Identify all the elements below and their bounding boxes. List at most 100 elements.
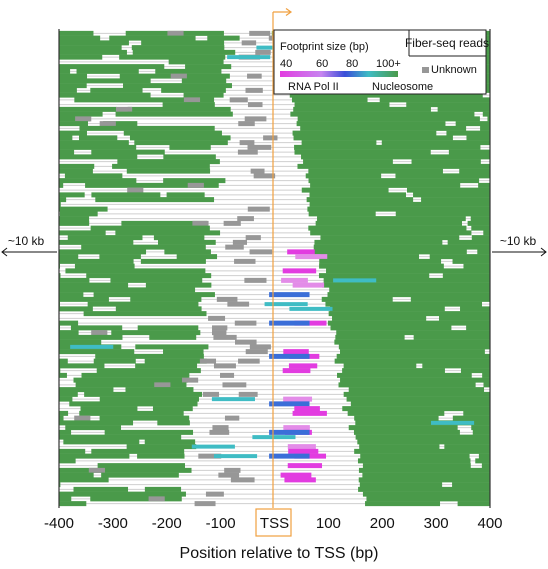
nucleosome-footprint — [381, 140, 490, 146]
nucleosome-footprint — [477, 249, 490, 255]
nucleosome-footprint — [59, 83, 87, 89]
nucleosome-footprint — [123, 130, 222, 136]
nucleosome-footprint — [185, 64, 232, 70]
nucleosome-footprint — [74, 263, 135, 269]
pol2-footprint — [287, 463, 323, 469]
nucleosome-footprint — [162, 102, 215, 108]
x-tick-label: -300 — [98, 515, 128, 532]
nucleosome-footprint — [395, 173, 490, 179]
unknown-footprint — [255, 49, 271, 55]
nucleosome-label: Nucleosome — [372, 81, 433, 93]
unknown-footprint — [239, 140, 255, 146]
nucleosome-footprint — [123, 83, 232, 89]
nucleosome-footprint — [134, 140, 228, 146]
nucleosome-footprint — [297, 163, 490, 169]
nucleosome-footprint — [330, 325, 452, 331]
nucleosome-footprint — [59, 368, 61, 374]
nucleosome-footprint — [59, 130, 87, 136]
nucleosome-footprint — [93, 292, 215, 298]
nucleosome-footprint — [411, 159, 481, 165]
unknown-footprint — [99, 121, 116, 127]
nucleosome-footprint — [315, 220, 462, 226]
nucleosome-footprint — [59, 249, 147, 255]
nucleosome-footprint — [115, 111, 233, 117]
unknown-footprint — [229, 97, 248, 103]
nucleosome-footprint — [169, 144, 211, 150]
unknown-footprint — [263, 135, 278, 141]
unknown-footprint — [234, 258, 256, 264]
nucleosome-footprint — [93, 358, 136, 364]
nucleosome-footprint — [467, 220, 490, 226]
nucleosome-footprint — [59, 192, 85, 198]
nucleosome-footprint — [301, 154, 490, 160]
nucleosome-footprint — [73, 486, 129, 492]
nucleosome-footprint — [59, 306, 93, 312]
nucleosome-footprint — [359, 444, 440, 450]
unknown-footprint — [202, 391, 220, 397]
nucleosome-footprint — [366, 496, 490, 502]
nucleosome-footprint — [325, 301, 483, 307]
nucleosome-footprint — [59, 330, 79, 336]
nucleosome-footprint — [144, 486, 182, 492]
pol2-footprint — [294, 320, 327, 326]
nucleosome-footprint — [103, 121, 138, 127]
nucleosome-footprint — [355, 420, 490, 426]
unknown-footprint — [247, 144, 272, 150]
nucleosome-footprint — [358, 486, 490, 492]
nucleosome-footprint — [448, 149, 490, 155]
nucleosome-footprint — [90, 225, 210, 231]
unknown-footprint — [245, 235, 261, 241]
nucleosome-footprint — [59, 49, 127, 55]
nucleosome-footprint — [470, 216, 490, 222]
nucleosome-footprint — [362, 463, 471, 469]
unknown-footprint — [199, 358, 217, 364]
nucleosome-footprint — [59, 334, 123, 340]
nucleosome-footprint — [96, 368, 201, 374]
nucleosome-footprint — [65, 425, 122, 431]
legend: Fiber-seq reads Footprint size (bp) 40 6… — [273, 29, 489, 95]
nucleosome-footprint — [466, 325, 490, 331]
nucleosome-footprint — [395, 211, 490, 217]
unknown-footprint — [148, 496, 165, 502]
nucleosome-footprint — [321, 296, 393, 302]
unknown-footprint — [212, 325, 228, 331]
nucleosome-footprint — [342, 368, 445, 374]
unknown-footprint — [218, 472, 240, 478]
nucleosome-footprint — [145, 282, 212, 288]
nucleosome-footprint — [135, 344, 209, 350]
nucleosome-footprint — [95, 197, 215, 203]
nucleosome-footprint — [337, 372, 472, 378]
nucleosome-footprint — [59, 78, 151, 84]
nucleosome-footprint — [439, 315, 490, 321]
nucleosome-footprint — [317, 216, 466, 222]
nucleosome-footprint — [290, 111, 475, 117]
nucleosome-footprint — [59, 211, 98, 217]
nucleosome-footprint — [79, 135, 118, 141]
nucleosome-footprint — [59, 501, 87, 507]
nucleosome-footprint — [59, 491, 186, 497]
unknown-footprint — [170, 73, 187, 79]
nucleosome-footprint — [463, 410, 490, 416]
nucleosome-footprint — [327, 292, 490, 298]
nucleosome-footprint — [481, 463, 490, 469]
scale-tick-40: 40 — [280, 58, 292, 70]
unknown-footprint — [244, 277, 267, 283]
nucleosome-footprint — [140, 258, 206, 264]
nucleosome-footprint — [155, 68, 222, 74]
nucleosome-footprint — [308, 168, 443, 174]
nucleosome-footprint — [109, 35, 196, 41]
nucleosome-footprint — [73, 377, 189, 383]
nucleosome-footprint — [99, 254, 141, 260]
nucleosome-footprint — [75, 382, 187, 388]
x-tick-label: -200 — [152, 515, 182, 532]
nucleosome-footprint — [336, 353, 490, 359]
nucleosome-footprint — [164, 249, 211, 255]
unknown-footprint — [167, 30, 184, 36]
nucleosome-footprint — [308, 178, 480, 184]
nucleosome-footprint — [297, 116, 480, 122]
nucleosome-footprint — [131, 45, 225, 51]
nucleosome-footprint — [429, 254, 490, 260]
nucleosome-footprint — [463, 263, 490, 269]
nucleosome-footprint — [59, 206, 108, 212]
